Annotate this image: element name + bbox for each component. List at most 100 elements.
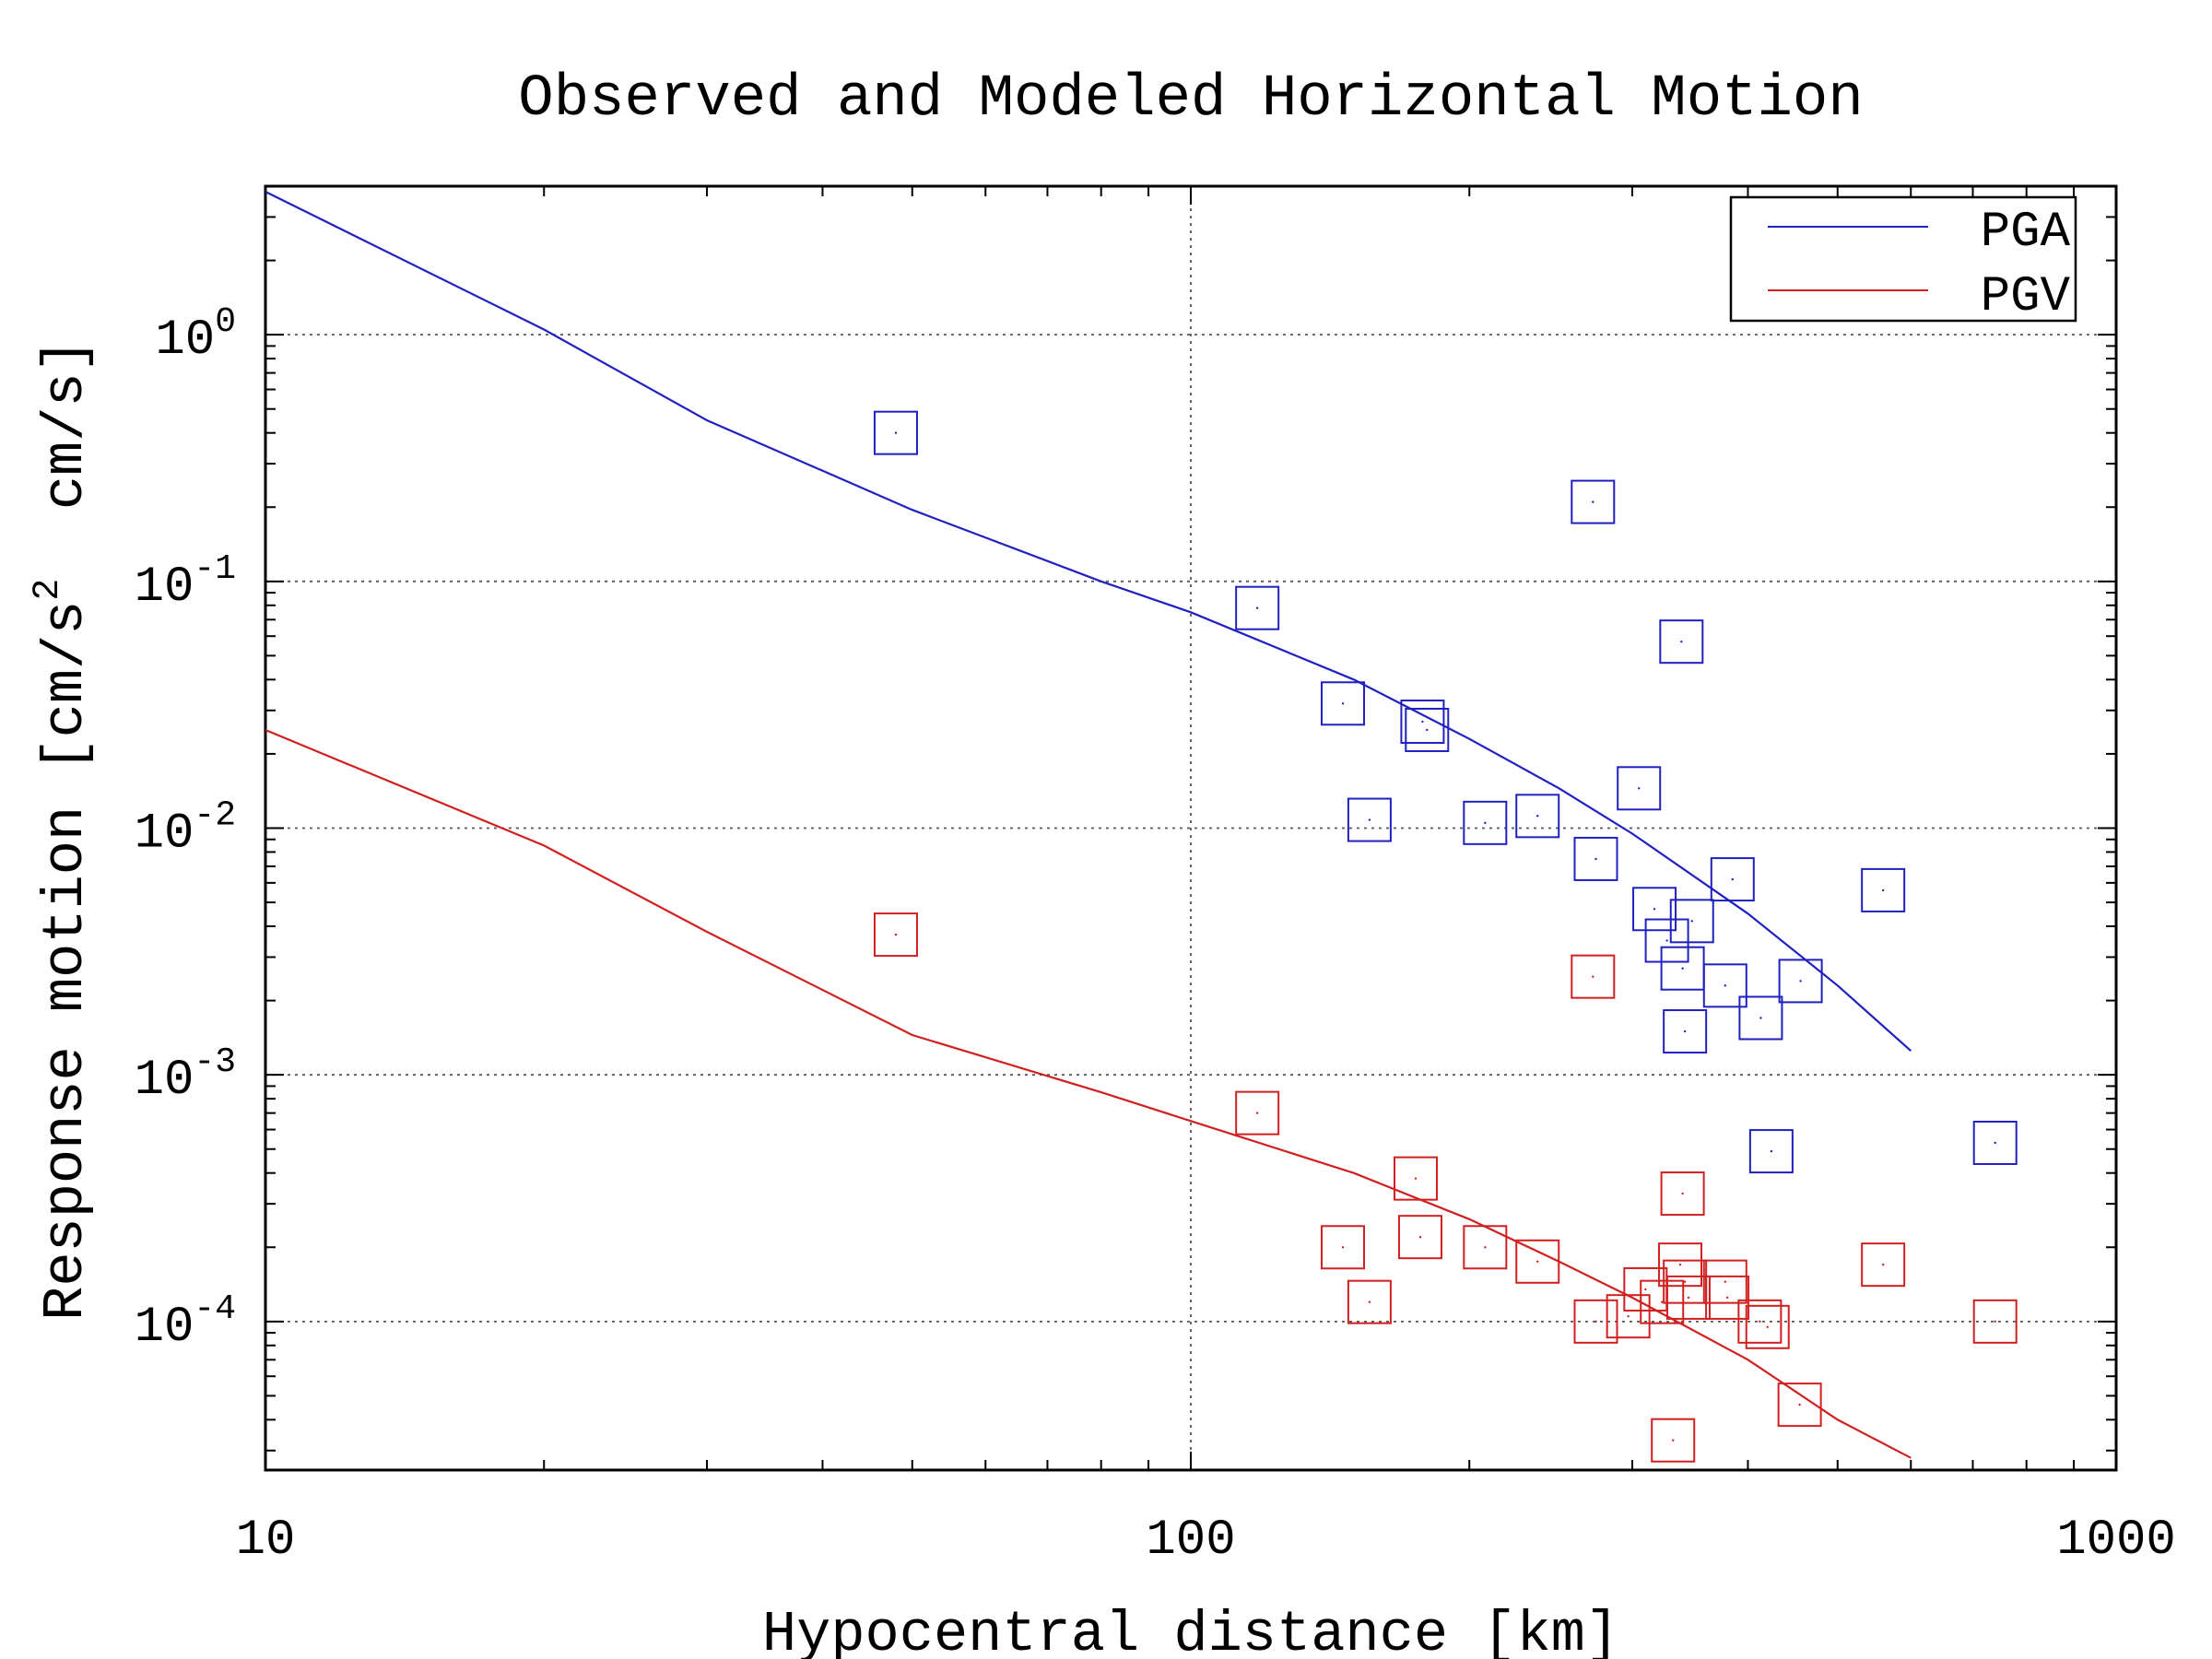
pgv-observed-marker [1745,1304,1790,1349]
pgv-observed-point [1536,1260,1539,1263]
pgv-observed-marker [1737,1299,1783,1344]
pga-observed-point [1665,939,1668,942]
y-axis-label-prefix: Response motion [cm/s [33,601,99,1321]
axis-ticks [265,185,2116,1470]
pgv-observed-marker [1777,1382,1822,1428]
pga-observed-marker [1347,797,1392,842]
pga-observed-marker [1571,479,1616,524]
y-axis-label: Response motion [cm/s2 cm/s] [28,338,99,1321]
pgv-observed-marker [1397,1215,1442,1260]
y-tick-label-exp: -1 [194,549,236,589]
pgv-observed-marker [1463,1225,1508,1270]
pgv-model-line [265,728,1912,1459]
y-tick-label-base: 10 [135,1053,194,1109]
pga-observed-point [1341,702,1345,705]
pga-observed-point [1680,640,1683,643]
pga-observed-point [1426,728,1429,732]
x-tick-label: 1000 [2056,1512,2176,1569]
pgv-observed-point [1724,1280,1727,1283]
pgv-observed-point [1594,1320,1597,1324]
pga-observed-point [1724,984,1727,987]
pga-observed-point [1653,908,1656,911]
pgv-observed-point [1627,1314,1630,1318]
pgv-observed-marker [1515,1239,1560,1284]
pga-observed-marker [1972,1120,2018,1165]
model-lines [265,191,1912,1459]
pga-observed-point [1681,967,1684,970]
pgv-observed-marker [1702,1259,1747,1304]
pga-observed-point [1881,888,1885,892]
pga-model-line [265,191,1912,1053]
pga-observed-point [1770,1149,1773,1153]
pgv-observed-marker [1573,1299,1618,1344]
pga-observed-point [1690,920,1693,923]
pga-observed-point [1799,980,1802,982]
legend-box [1729,195,2077,323]
y-tick-label: 10-4 [135,1289,236,1356]
pgv-observed-point [1418,1235,1422,1239]
pga-observed-point [1421,720,1424,724]
pga-observed-marker [1644,918,1689,963]
y-tick-label-base: 10 [135,1300,194,1356]
pgv-observed-point [894,933,898,936]
y-tick-label-exp: 0 [215,302,236,342]
pga-observed-marker [1659,619,1704,665]
pgv-observed-point [1678,1263,1682,1266]
pga-observed-marker [1400,700,1445,745]
pga-observed-marker [1861,867,1906,912]
pgv-observed-point [1255,1112,1259,1114]
pga-observed-marker [1515,794,1560,839]
y-tick-label: 10-3 [135,1042,236,1109]
pga-observed-point [1484,821,1487,825]
x-tick-label: 100 [1146,1512,1235,1569]
legend: PGA PGV [1729,195,2077,325]
observed-markers [873,410,2018,1463]
pga-observed-point [1638,787,1641,790]
pga-observed-marker [1405,707,1450,752]
pga-observed-marker [1748,1129,1794,1174]
pgv-observed-marker [1571,954,1616,999]
legend-label-pga: PGA [1981,205,2071,261]
y-axis-label-suffix: cm/s] [33,338,99,578]
y-tick-label: 100 [155,302,236,369]
pgv-observed-marker [1665,1275,1711,1320]
pgv-observed-marker [1394,1156,1439,1201]
pga-observed-marker [1669,899,1714,944]
y-tick-label: 10-1 [135,549,236,616]
grid [265,186,2116,1470]
pga-observed-marker [1738,995,1783,1041]
pgv-observed-marker [1321,1225,1366,1270]
pgv-observed-marker [1658,1242,1703,1288]
pgv-observed-marker [1651,1418,1696,1463]
y-tick-label-exp: -2 [194,796,236,836]
pga-observed-marker [1710,857,1755,902]
pga-observed-marker [1778,959,1823,1004]
pgv-observed-point [1414,1177,1418,1180]
pgv-observed-point [1592,975,1594,978]
pgv-observed-marker [1861,1242,1906,1288]
pga-observed-point [1683,1030,1687,1033]
pga-observed-marker [1463,800,1508,845]
y-tick-label-exp: -4 [194,1289,236,1329]
pgv-observed-point [1687,1296,1690,1300]
pga-observed-point [1255,606,1259,609]
pgv-observed-point [1368,1300,1371,1303]
x-axis-label: Hypocentral distance [km] [762,1602,1619,1659]
pga-observed-marker [1702,963,1747,1008]
pgv-observed-point [1881,1263,1885,1266]
pga-observed-marker [1617,766,1662,811]
pga-observed-marker [873,410,918,455]
y-tick-label-base: 10 [135,559,194,616]
pgv-observed-marker [1660,1171,1705,1217]
pgv-observed-marker [873,912,918,958]
plot-frame [264,184,2118,1472]
pgv-observed-marker [1347,1279,1392,1324]
y-axis-label-sup: 2 [28,579,69,601]
y-tick-label: 10-2 [135,796,236,863]
pgv-observed-marker [1235,1090,1280,1135]
pgv-observed-marker [1640,1279,1685,1324]
pgv-observed-point [1681,1192,1684,1195]
x-tick-label: 10 [236,1512,296,1569]
pga-observed-point [1536,815,1539,818]
